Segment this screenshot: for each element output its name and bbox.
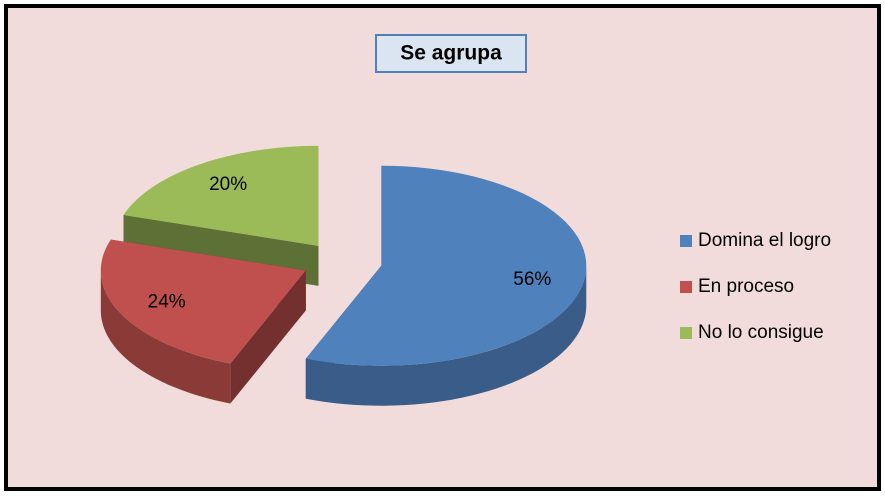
slice-side — [100, 270, 231, 404]
chart-title: Se agrupa — [400, 42, 502, 65]
legend-label: Domina el logro — [698, 230, 831, 251]
title-box — [375, 34, 527, 73]
data-label: 56% — [513, 269, 551, 290]
legend-swatch — [680, 281, 692, 293]
slice — [123, 145, 319, 246]
slice — [100, 239, 306, 364]
legend-swatch — [680, 235, 692, 247]
data-label: 20% — [209, 174, 247, 195]
legend-swatch — [680, 327, 692, 339]
legend-label: En proceso — [698, 276, 794, 297]
slice-side — [305, 265, 587, 406]
legend-label: No lo consigue — [698, 322, 824, 343]
slice — [305, 165, 587, 366]
data-label: 24% — [148, 291, 186, 312]
